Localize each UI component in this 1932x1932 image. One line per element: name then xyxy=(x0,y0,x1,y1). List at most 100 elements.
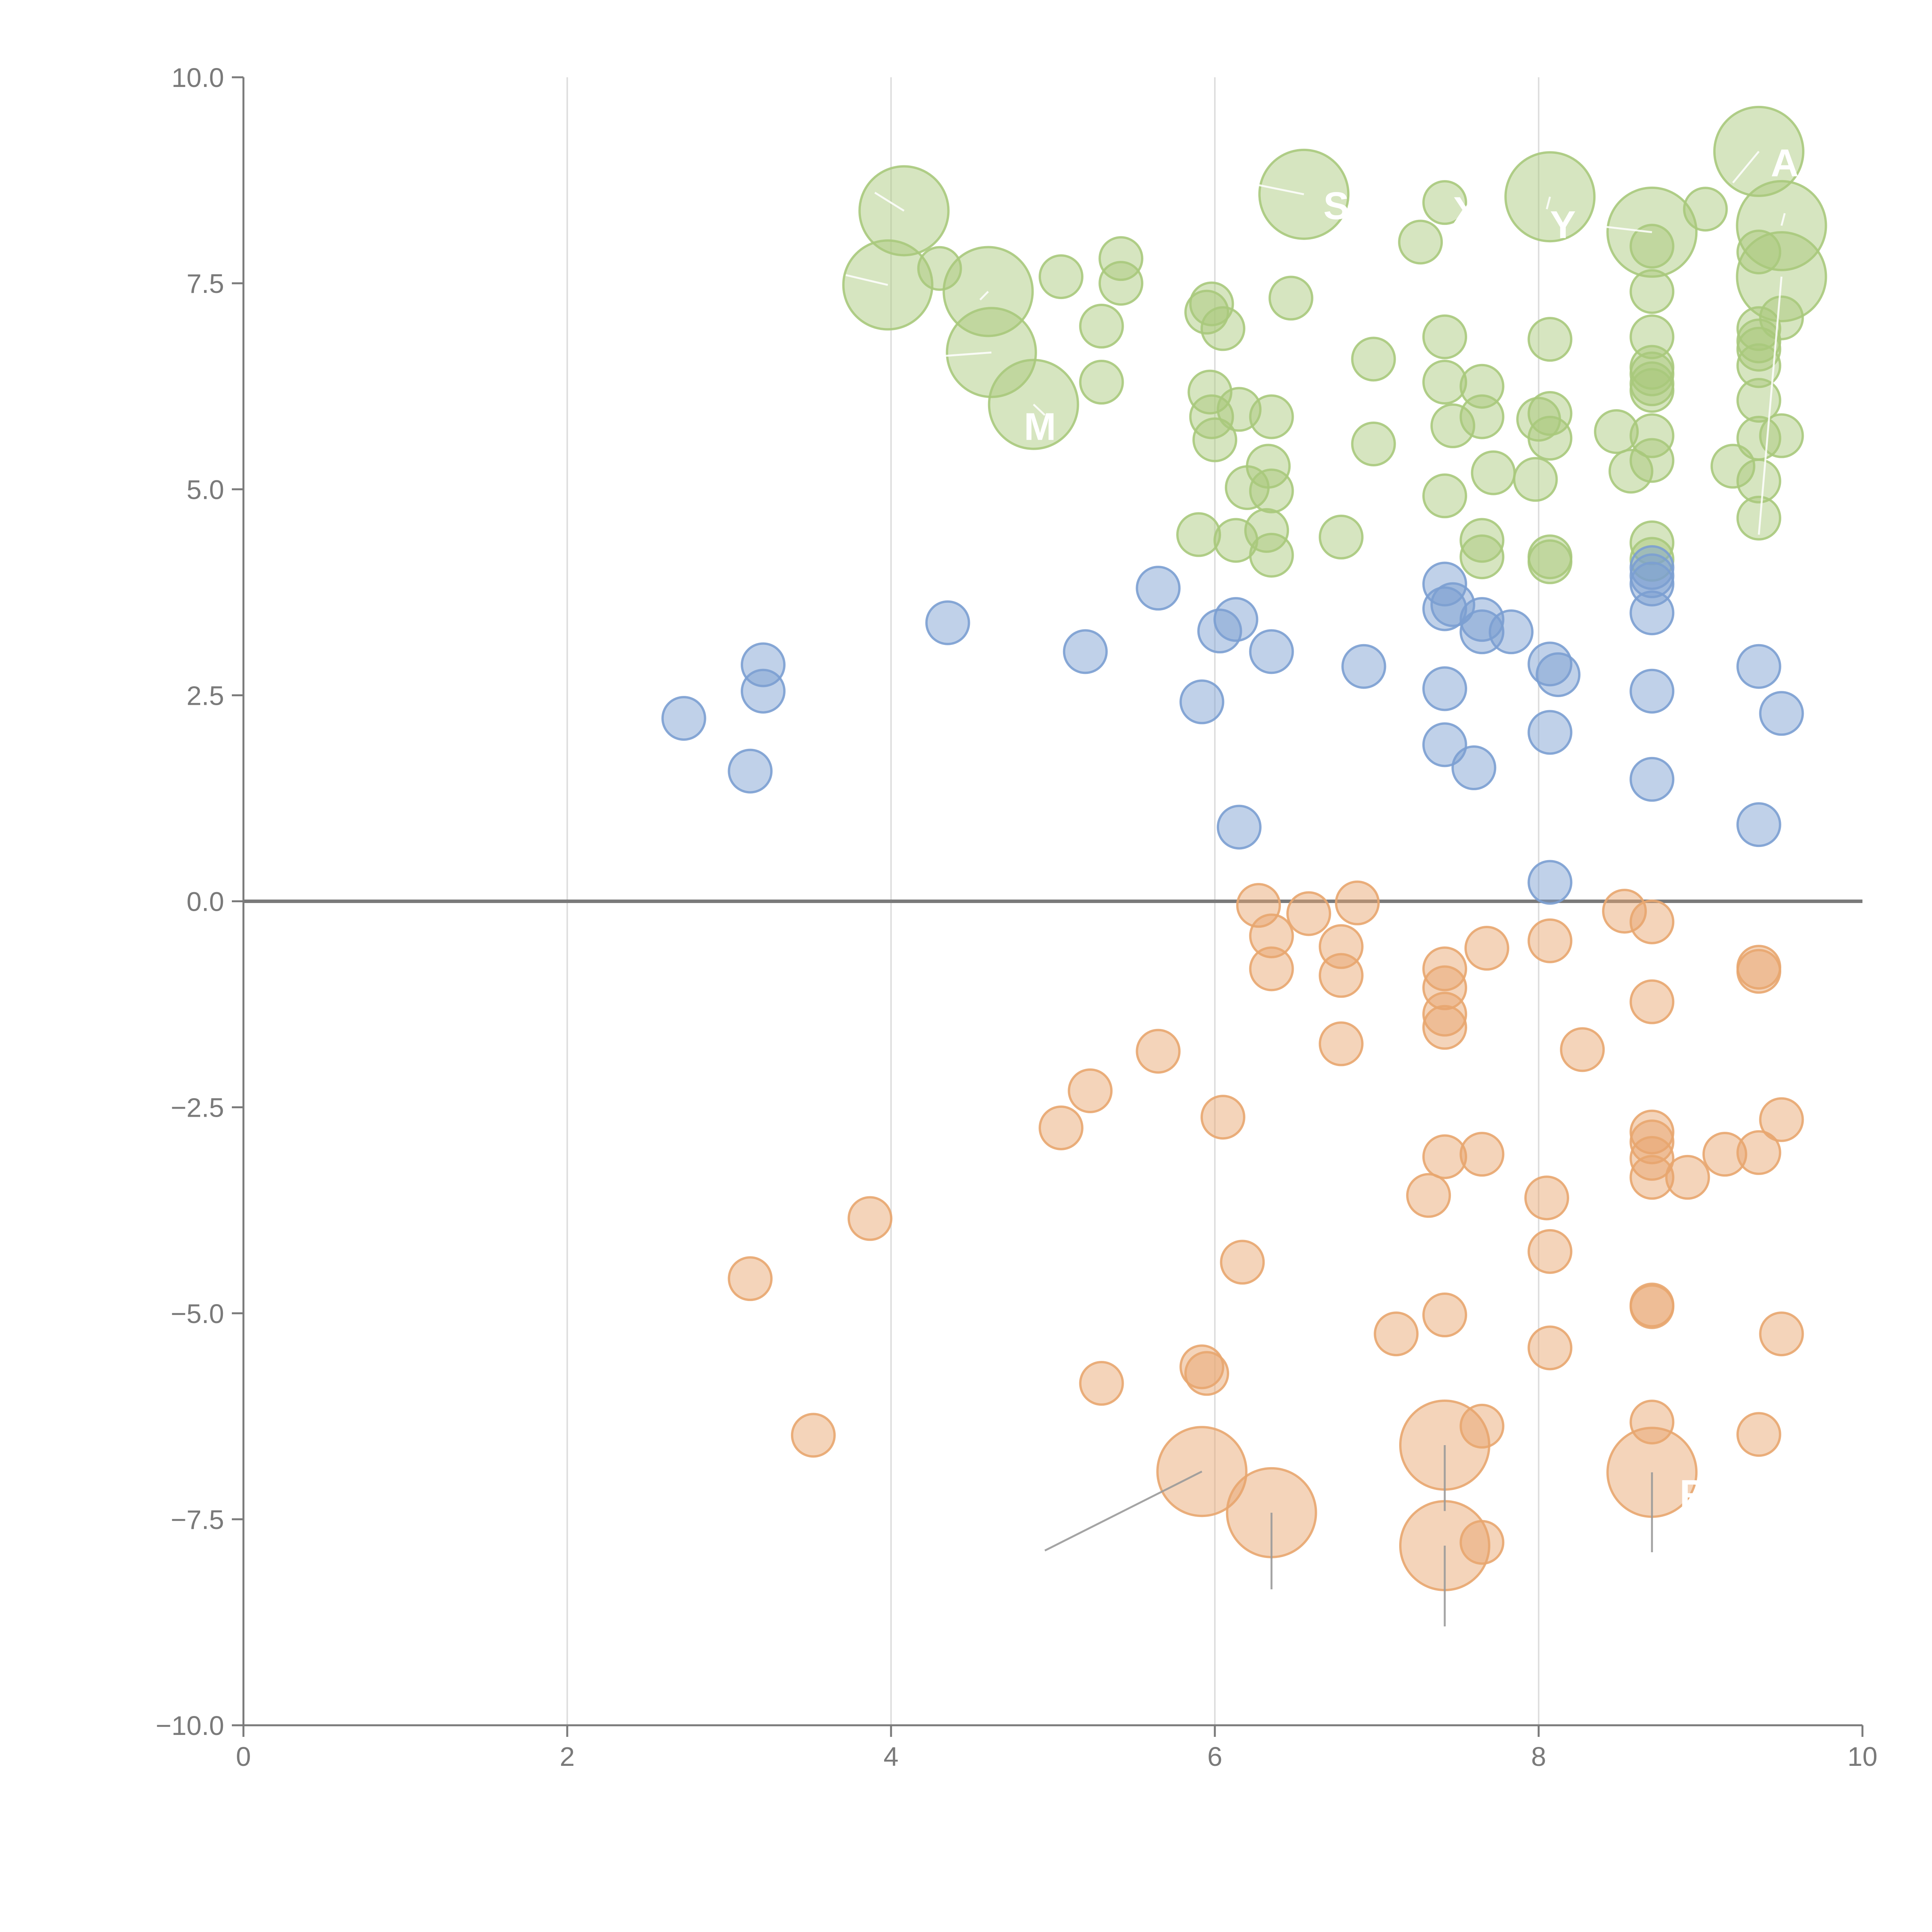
orange-point xyxy=(1464,926,1509,971)
y-tick-label: −2.5 xyxy=(171,1093,224,1123)
green-point xyxy=(1189,394,1234,439)
y-tick-label: −5.0 xyxy=(171,1299,224,1329)
x-tick-label: 2 xyxy=(560,1742,575,1772)
x-tick-label: 10 xyxy=(1847,1742,1878,1772)
orange-point xyxy=(1524,1175,1569,1221)
blue-point xyxy=(1488,609,1534,655)
data-points xyxy=(661,105,1827,1592)
blue-point xyxy=(728,748,773,794)
leader-line xyxy=(1247,182,1304,196)
blue-point xyxy=(1422,586,1467,631)
orange-point xyxy=(1374,1311,1419,1357)
green-point xyxy=(1736,230,1781,275)
blue-point xyxy=(1629,590,1675,636)
green-point xyxy=(1629,351,1675,396)
green-point xyxy=(1527,391,1573,436)
leader-line xyxy=(1781,213,1786,226)
y-tick-label: −10.0 xyxy=(156,1711,224,1741)
green-point xyxy=(1249,532,1294,578)
leader-line xyxy=(1595,224,1652,233)
green-point xyxy=(1079,304,1124,349)
green-point xyxy=(1736,458,1781,503)
axes: 0 2 4 6 8 10 10.0 7.5 5.0 2.5 0.0 −2.5 −5.0 −7.5 −10.0 xyxy=(156,63,1878,1772)
orange-point xyxy=(1184,1351,1230,1396)
orange-point xyxy=(1629,899,1675,944)
green-point xyxy=(1527,539,1573,584)
orange-point xyxy=(1665,1155,1710,1200)
orange-point xyxy=(1629,1119,1675,1165)
blue-point xyxy=(1213,597,1259,642)
orange-point xyxy=(1736,1412,1781,1457)
blue-point xyxy=(1179,679,1225,724)
orange-point xyxy=(1220,1240,1265,1285)
blue-point xyxy=(1736,802,1781,847)
orange-point xyxy=(1179,1344,1225,1389)
green-point xyxy=(1038,254,1083,299)
blue-point xyxy=(1136,566,1181,611)
label-leader-lines xyxy=(845,151,1786,1627)
green-point xyxy=(1187,369,1233,415)
green-point xyxy=(1736,343,1781,388)
green-point xyxy=(1594,409,1639,454)
blue-point xyxy=(1249,629,1294,674)
leader-line xyxy=(1546,196,1551,209)
orange-point xyxy=(1038,1105,1083,1150)
green-point xyxy=(1176,512,1221,557)
orange-point xyxy=(1629,1400,1675,1445)
blue-point xyxy=(661,696,706,741)
leader-line xyxy=(845,274,888,286)
leader-line xyxy=(1758,276,1782,535)
leader-line xyxy=(1732,151,1760,184)
green-point xyxy=(1513,457,1558,502)
blue-point xyxy=(1459,597,1505,642)
green-point xyxy=(1459,534,1505,580)
green-point xyxy=(1079,360,1124,405)
orange-point xyxy=(1422,1134,1467,1179)
x-tick-label: 6 xyxy=(1208,1742,1223,1772)
orange-point xyxy=(1629,1109,1675,1155)
blue-point xyxy=(1451,745,1497,791)
callout-label: P xyxy=(1680,1472,1706,1515)
green-point xyxy=(1759,295,1804,340)
green-point xyxy=(917,246,962,291)
orange-point xyxy=(1602,889,1647,934)
blue-point xyxy=(1629,668,1675,714)
green-point xyxy=(1249,468,1294,514)
orange-point xyxy=(1335,880,1380,925)
orange-point xyxy=(1136,1029,1181,1074)
green-point xyxy=(1192,417,1237,463)
green-point xyxy=(1098,236,1143,281)
leader-line xyxy=(979,291,989,301)
orange-point xyxy=(1079,1361,1124,1406)
green-point xyxy=(1184,289,1230,335)
blue-point xyxy=(740,642,786,687)
green-point xyxy=(1608,449,1653,494)
y-tick-label: −7.5 xyxy=(171,1505,224,1535)
green-point xyxy=(1225,465,1270,510)
orange-point xyxy=(1249,913,1294,959)
leader-line xyxy=(1033,403,1046,416)
green-point xyxy=(1189,281,1234,327)
orange-point xyxy=(1759,1097,1804,1142)
green-point xyxy=(1527,317,1573,362)
green-point xyxy=(1459,518,1505,563)
y-tick-label: 2.5 xyxy=(187,680,224,711)
green-point xyxy=(1629,314,1675,359)
orange-point xyxy=(1629,1284,1675,1329)
x-tick-label: 4 xyxy=(884,1742,899,1772)
orange-point xyxy=(1629,1136,1675,1181)
x-tick-label: 8 xyxy=(1531,1742,1546,1772)
y-tick-label: 7.5 xyxy=(187,269,224,299)
green-point xyxy=(1683,187,1728,232)
orange-point xyxy=(1200,1095,1245,1140)
orange-point xyxy=(1702,1132,1747,1177)
green-point xyxy=(1422,473,1467,519)
callout-label: X xyxy=(1453,189,1479,233)
callout-label: M xyxy=(1024,405,1056,448)
orange-point xyxy=(1236,883,1281,928)
green-point xyxy=(1398,219,1443,265)
green-point xyxy=(1351,421,1396,466)
green-point xyxy=(1710,444,1755,489)
green-point xyxy=(1629,438,1675,483)
